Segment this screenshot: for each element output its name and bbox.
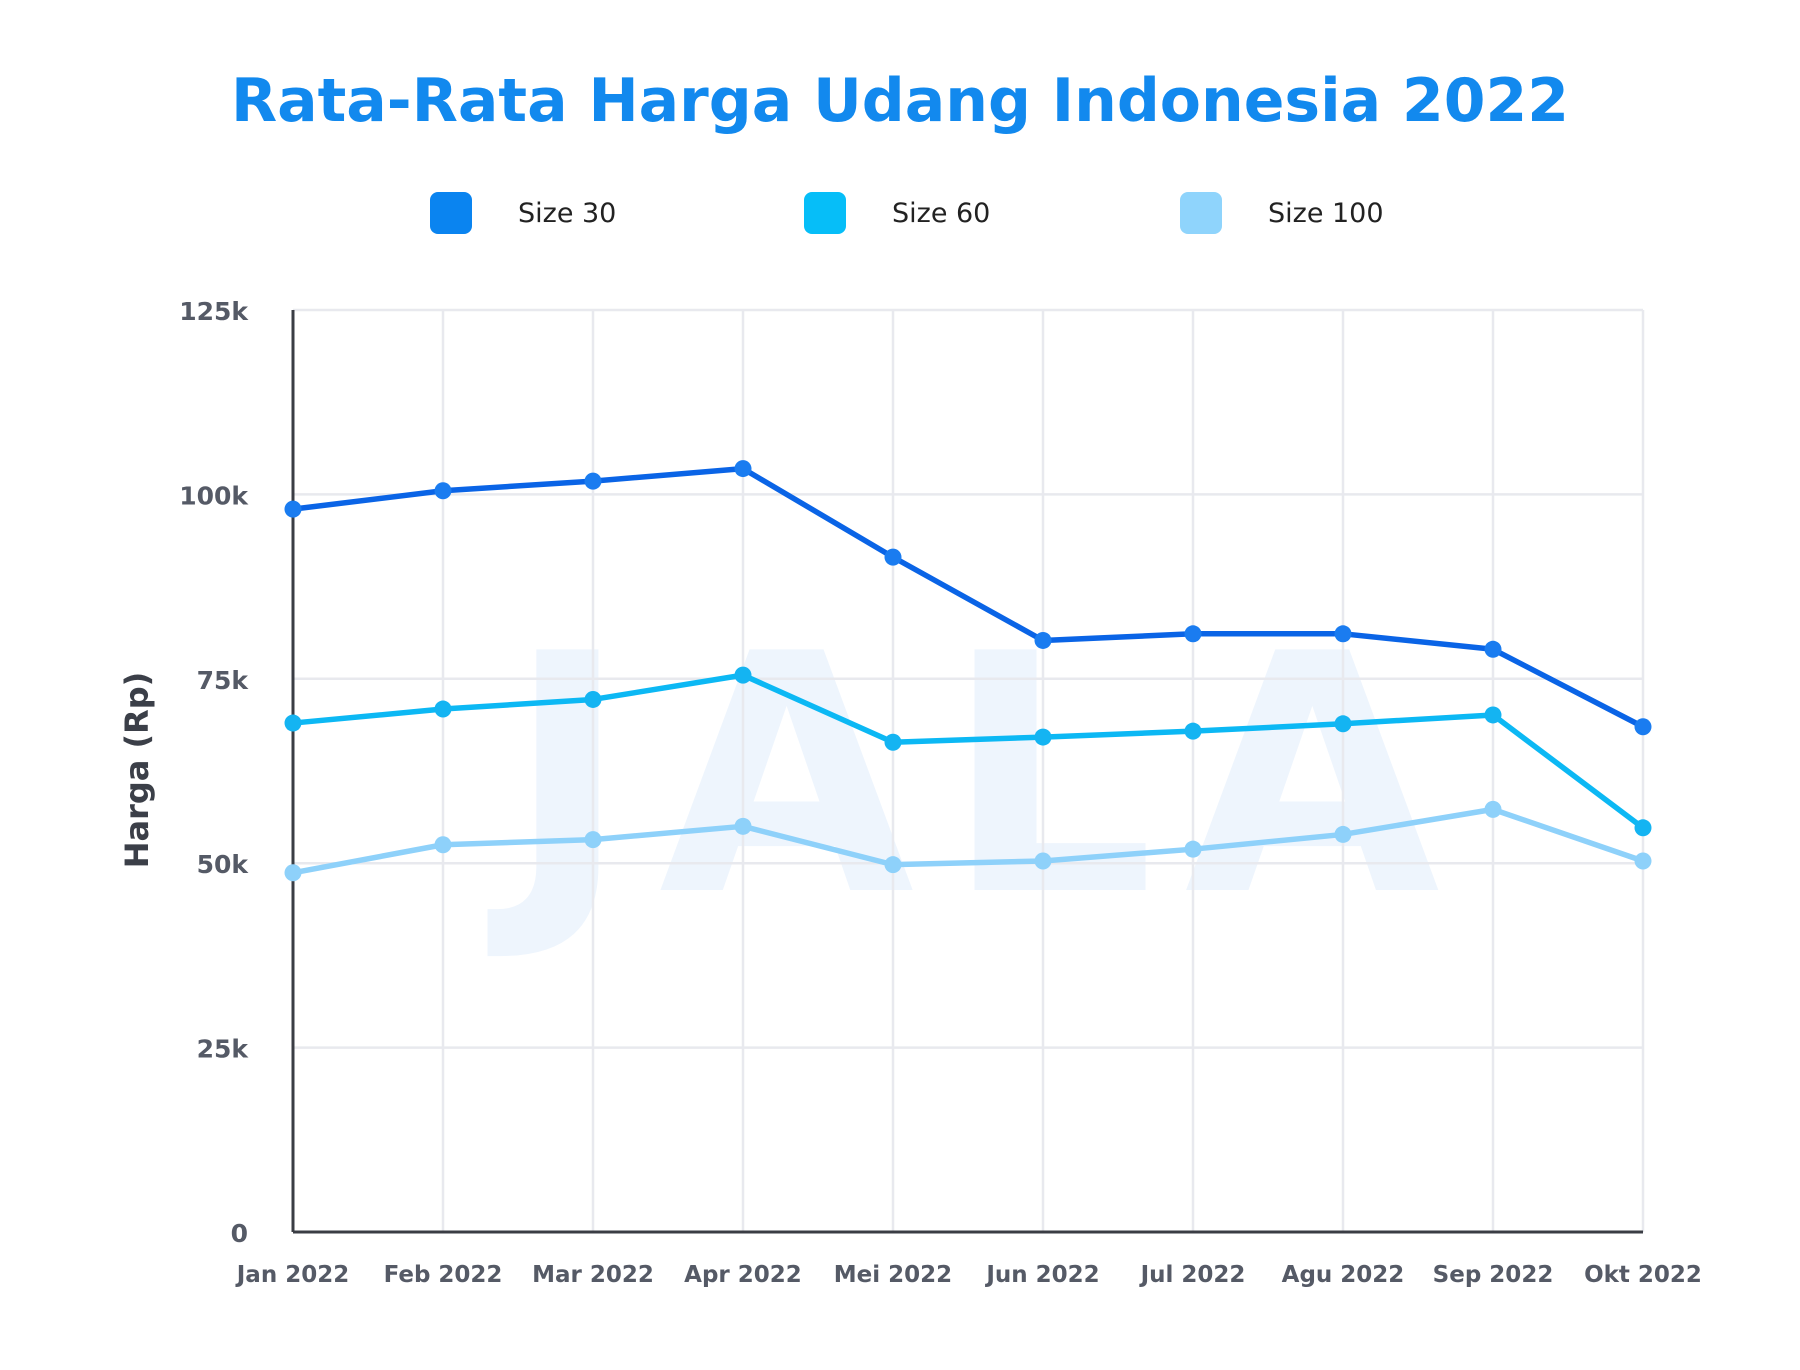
legend-label-size-60: Size 60 (892, 197, 991, 229)
data-point (434, 482, 452, 500)
y-axis-title: Harga (Rp) (118, 672, 156, 869)
data-point (884, 548, 902, 566)
y-tick-label: 100k (179, 481, 249, 510)
data-point (1334, 825, 1352, 843)
data-point (1484, 800, 1502, 818)
legend-swatch-size-100 (1180, 192, 1222, 234)
chart-title: Rata-Rata Harga Udang Indonesia 2022 (230, 66, 1570, 136)
data-point (1184, 840, 1202, 858)
data-point (434, 700, 452, 718)
x-tick-label: Jul 2022 (1139, 1262, 1246, 1288)
legend-label-size-100: Size 100 (1268, 197, 1384, 229)
data-point (1034, 852, 1052, 870)
data-point (734, 666, 752, 684)
data-point (1034, 728, 1052, 746)
series-line-size-30 (290, 465, 1646, 730)
y-tick-label: 0 (231, 1219, 248, 1248)
data-point (884, 856, 902, 874)
data-point (1334, 625, 1352, 643)
data-point (1634, 852, 1652, 870)
data-point (1184, 722, 1202, 740)
x-tick-label: Feb 2022 (384, 1262, 503, 1288)
x-tick-label: Apr 2022 (684, 1262, 802, 1288)
legend: Size 30 Size 60 Size 100 (0, 188, 1800, 238)
data-point (1484, 706, 1502, 724)
data-point (584, 690, 602, 708)
legend-swatch-size-30 (430, 192, 472, 234)
data-point (734, 460, 752, 478)
legend-item-size-30: Size 30 (430, 188, 616, 238)
x-tick-label: Agu 2022 (1282, 1262, 1405, 1288)
data-point (734, 817, 752, 835)
series-line-size-100 (290, 806, 1646, 876)
x-tick-label: Sep 2022 (1433, 1262, 1554, 1288)
data-point (1184, 625, 1202, 643)
legend-swatch-size-60 (804, 192, 846, 234)
data-point (1334, 715, 1352, 733)
data-point (1634, 718, 1652, 736)
y-tick-label: 75k (197, 666, 250, 695)
data-point (584, 472, 602, 490)
data-point (1634, 819, 1652, 837)
legend-label-size-30: Size 30 (518, 197, 617, 229)
watermark-text: JALA (485, 584, 1469, 968)
data-point (884, 733, 902, 751)
x-tick-label: Mei 2022 (834, 1262, 952, 1288)
y-tick-label: 50k (197, 850, 250, 879)
data-point (1484, 640, 1502, 658)
data-point (1034, 631, 1052, 649)
data-point (284, 500, 302, 518)
legend-item-size-60: Size 60 (804, 188, 990, 238)
data-point (584, 831, 602, 849)
x-tick-label: Mar 2022 (532, 1262, 654, 1288)
series-line-size-60 (290, 672, 1646, 831)
legend-item-size-100: Size 100 (1180, 188, 1384, 238)
x-tick-label: Jun 2022 (984, 1262, 1099, 1288)
x-tick-label: Jan 2022 (235, 1262, 349, 1288)
data-point (284, 864, 302, 882)
x-tick-label: Okt 2022 (1584, 1262, 1702, 1288)
y-tick-label: 125k (179, 297, 249, 326)
data-point (434, 836, 452, 854)
data-point (284, 714, 302, 732)
y-tick-label: 25k (197, 1035, 250, 1064)
